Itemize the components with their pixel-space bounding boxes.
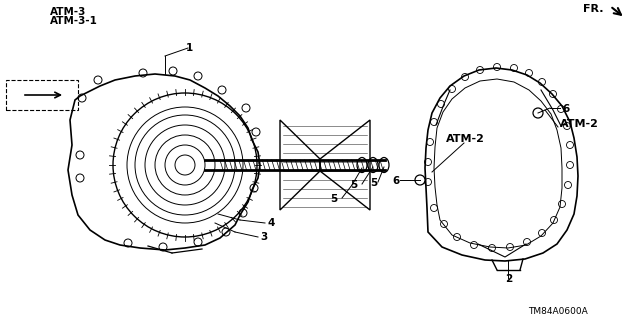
Text: 2: 2 <box>505 274 512 284</box>
Text: 4: 4 <box>267 218 275 228</box>
Text: 5: 5 <box>350 180 357 190</box>
Text: 3: 3 <box>260 232 268 242</box>
Text: 6: 6 <box>392 176 399 186</box>
Circle shape <box>533 108 543 118</box>
Text: TM84A0600A: TM84A0600A <box>528 307 588 316</box>
Text: FR.: FR. <box>583 4 604 14</box>
Circle shape <box>415 175 425 185</box>
Text: 1: 1 <box>186 43 193 53</box>
Text: 5: 5 <box>370 178 377 188</box>
Text: 6: 6 <box>562 104 569 114</box>
Text: 5: 5 <box>330 194 337 204</box>
Text: ATM-3-1: ATM-3-1 <box>50 16 98 26</box>
Text: ATM-2: ATM-2 <box>560 119 599 129</box>
Text: ATM-2: ATM-2 <box>446 134 485 144</box>
Text: ATM-3: ATM-3 <box>50 7 86 17</box>
